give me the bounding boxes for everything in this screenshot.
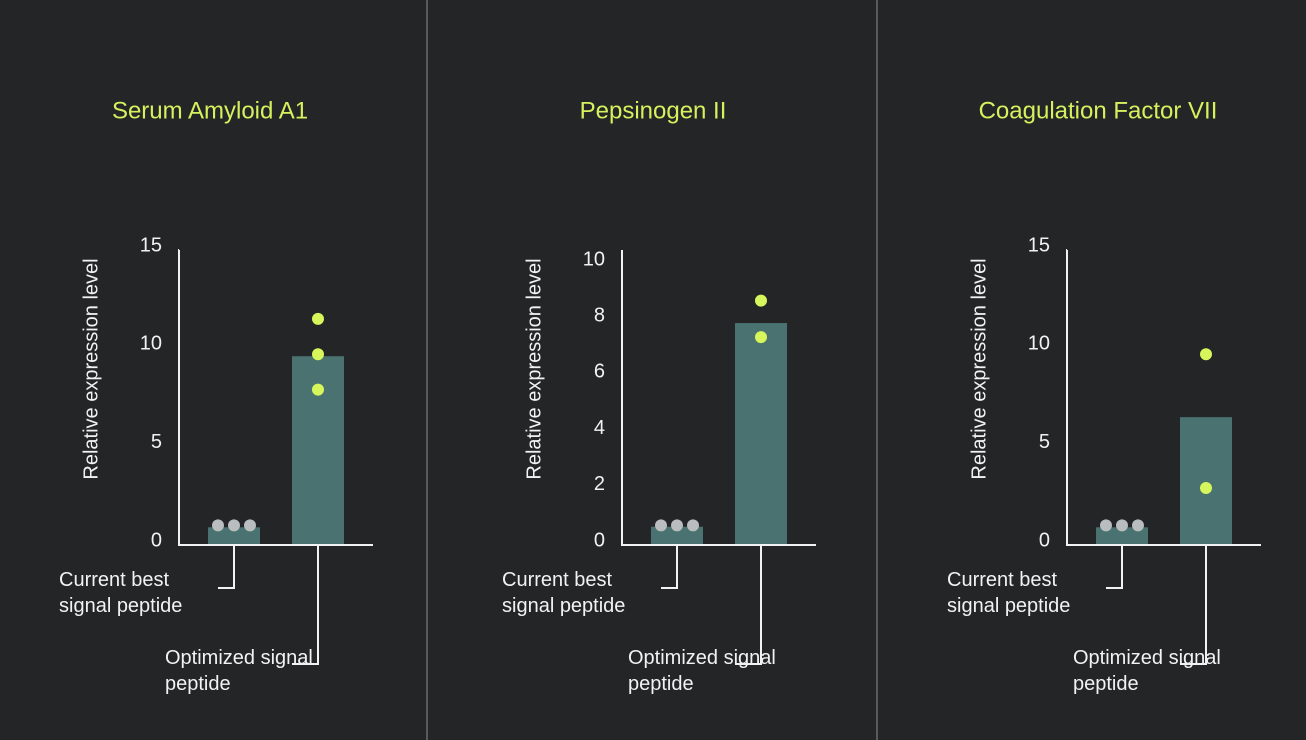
data-point <box>1200 481 1212 494</box>
data-point <box>1116 519 1128 532</box>
data-point <box>687 519 699 532</box>
data-point <box>228 519 240 532</box>
y-axis-label: Relative expression level <box>523 258 545 479</box>
y-tick-label: 15 <box>1028 234 1050 256</box>
y-tick-label: 4 <box>594 417 605 439</box>
y-tick-label: 5 <box>151 431 162 453</box>
bar <box>735 323 787 545</box>
chart-title: Pepsinogen II <box>580 97 727 124</box>
data-point <box>1200 348 1212 361</box>
bar <box>1180 417 1232 545</box>
y-tick-label: 5 <box>1039 431 1050 453</box>
y-tick-label: 6 <box>594 361 605 383</box>
bar <box>1096 527 1148 545</box>
data-point <box>312 312 324 325</box>
y-tick-label: 2 <box>594 473 605 495</box>
y-tick-label: 0 <box>151 529 162 551</box>
y-tick-label: 8 <box>594 305 605 327</box>
label-connector <box>661 545 678 589</box>
label-connector <box>735 545 762 665</box>
category-label: Optimized signal peptide <box>1073 647 1221 695</box>
data-point <box>671 519 683 532</box>
data-point <box>312 383 324 396</box>
bar <box>651 526 703 545</box>
label-connector <box>1106 545 1123 589</box>
category-label: Optimized signal peptide <box>628 647 776 695</box>
chart-title: Serum Amyloid A1 <box>112 97 308 124</box>
category-label: Optimized signal peptide <box>165 647 313 695</box>
y-tick-label: 0 <box>1039 529 1050 551</box>
y-tick-label: 10 <box>583 248 605 270</box>
label-connector <box>292 545 319 665</box>
data-point <box>755 331 767 344</box>
y-tick-label: 0 <box>594 529 605 551</box>
data-point <box>655 519 667 532</box>
y-tick-label: 15 <box>140 234 162 256</box>
data-point <box>212 519 224 532</box>
data-point <box>755 294 767 307</box>
label-connector <box>218 545 235 589</box>
category-label: Current best signal peptide <box>947 569 1071 617</box>
data-point <box>1132 519 1144 532</box>
data-point <box>312 348 324 361</box>
y-tick-label: 10 <box>140 333 162 355</box>
y-axis-label: Relative expression level <box>80 258 102 479</box>
data-point <box>244 519 256 532</box>
bar <box>208 527 260 545</box>
y-tick-label: 10 <box>1028 333 1050 355</box>
category-label: Current best signal peptide <box>502 569 626 617</box>
category-label: Current best signal peptide <box>59 569 183 617</box>
y-axis-label: Relative expression level <box>968 258 990 479</box>
data-point <box>1100 519 1112 532</box>
chart-title: Coagulation Factor VII <box>979 97 1218 124</box>
label-connector <box>1180 545 1207 665</box>
